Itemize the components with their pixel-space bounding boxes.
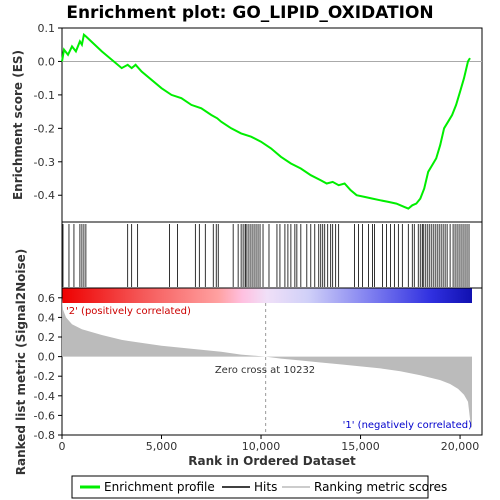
legend-label: Hits — [254, 480, 277, 494]
metric-y-tick-label: -0.6 — [34, 409, 55, 422]
x-tick-label: 5,000 — [146, 440, 178, 453]
es-y-tick-label: -0.3 — [34, 156, 55, 169]
es-y-tick-label: -0.2 — [34, 122, 55, 135]
negative-correlation-label: '1' (negatively correlated) — [343, 420, 472, 431]
es-y-axis: 0.1 0.0 -0.1 -0.2 -0.3 -0.4 — [34, 22, 62, 202]
metric-y-tick-label: -0.8 — [34, 429, 55, 442]
legend-label: Ranking metric scores — [314, 480, 447, 494]
es-y-tick-label: 0.1 — [38, 22, 56, 35]
zero-cross-label: Zero cross at 10232 — [215, 365, 315, 376]
x-tick-label: 10,000 — [242, 440, 281, 453]
x-axis-label: Rank in Ordered Dataset — [188, 454, 356, 468]
es-y-tick-label: -0.1 — [34, 89, 55, 102]
metric-x-axis: 0 5,000 10,000 15,000 20,000 — [59, 435, 480, 453]
positive-correlation-label: '2' (positively correlated) — [66, 306, 191, 317]
metric-panel-frame — [61, 287, 483, 436]
metric-y-tick-label: 0.2 — [38, 331, 56, 344]
enrichment-profile-line — [61, 32, 471, 210]
metric-y-tick-label: 0.4 — [38, 311, 56, 324]
metric-y-tick-label: -0.2 — [34, 370, 55, 383]
x-tick-label: 20,000 — [441, 440, 480, 453]
es-y-tick-label: 0.0 — [38, 55, 56, 68]
es-y-tick-label: -0.4 — [34, 189, 55, 202]
legend: Enrichment profile Hits Ranking metric sco… — [80, 480, 447, 494]
ranking-metric-area — [62, 297, 472, 428]
hits-markers — [62, 224, 470, 287]
x-tick-label: 15,000 — [341, 440, 380, 453]
metric-y-tick-label: 0.0 — [38, 351, 56, 364]
x-tick-label: 0 — [59, 440, 66, 453]
rank-color-bar — [62, 288, 472, 303]
metric-y-tick-label: 0.6 — [38, 292, 56, 305]
hits-panel-frame — [61, 221, 483, 289]
chart-title: Enrichment plot: GO_LIPID_OXIDATION — [66, 3, 433, 23]
es-panel-frame — [61, 27, 483, 223]
metric-y-axis-label: Ranked list metric (Signal2Noise) — [14, 249, 28, 476]
es-y-axis-label: Enrichment score (ES) — [11, 50, 25, 200]
metric-y-axis: 0.6 0.4 0.2 0.0 -0.2 -0.4 -0.6 -0.8 — [34, 292, 62, 442]
metric-y-tick-label: -0.4 — [34, 390, 55, 403]
legend-label: Enrichment profile — [104, 480, 215, 494]
